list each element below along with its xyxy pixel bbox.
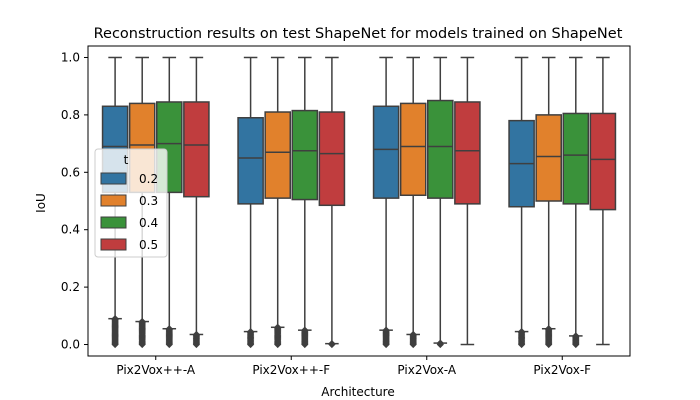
axes-frame bbox=[87, 45, 631, 357]
box-Pix2Vox-F-t0.3 bbox=[535, 56, 563, 349]
legend-label: 0.4 bbox=[139, 216, 158, 230]
outlier-point bbox=[436, 339, 444, 347]
legend-label: 0.5 bbox=[139, 238, 158, 252]
box-Pix2Vox++-F-t0.4 bbox=[291, 56, 319, 349]
outlier-point bbox=[274, 323, 282, 331]
outlier-point bbox=[328, 340, 336, 348]
outlier-point bbox=[545, 325, 553, 333]
x-tick-label: Pix2Vox-A bbox=[397, 363, 456, 377]
box-iqr bbox=[291, 109, 319, 201]
outlier-point bbox=[165, 325, 173, 333]
legend-swatch bbox=[100, 194, 127, 207]
y-tick-label: 0.0 bbox=[61, 338, 80, 352]
legend-swatch bbox=[100, 216, 127, 229]
box-Pix2Vox-A-t0.4 bbox=[427, 56, 454, 349]
box-iqr bbox=[399, 102, 427, 197]
y-tick-label: 0.8 bbox=[61, 108, 80, 122]
outlier-point bbox=[192, 330, 201, 339]
outlier-point bbox=[138, 317, 146, 326]
chart-title: Reconstruction results on test ShapeNet … bbox=[94, 26, 623, 42]
legend-swatch bbox=[100, 238, 127, 251]
box-iqr bbox=[562, 112, 590, 205]
y-axis-label: IoU bbox=[34, 193, 48, 213]
x-axis-label: Architecture bbox=[321, 385, 394, 399]
x-tick-label: Pix2Vox++-F bbox=[252, 363, 330, 377]
box-Pix2Vox-A-t0.5 bbox=[454, 56, 481, 346]
legend-label: 0.2 bbox=[139, 172, 158, 186]
box-iqr bbox=[264, 111, 291, 199]
x-tick-label: Pix2Vox-F bbox=[533, 363, 591, 377]
box-iqr bbox=[535, 114, 563, 202]
box-iqr bbox=[454, 101, 481, 205]
axes: 0.0 0.2 0.4 0.6 0.8 1.0 Pix2Vox++-A Pix2Vox++-F… bbox=[61, 45, 631, 377]
outlier-point bbox=[409, 330, 417, 339]
box-Pix2Vox-F-t0.4 bbox=[562, 56, 590, 349]
plot-area bbox=[101, 56, 617, 349]
box-Pix2Vox++-F-t0.2 bbox=[237, 56, 264, 349]
legend: t 0.2 0.3 0.4 0.5 bbox=[94, 148, 168, 258]
box-Pix2Vox++-F-t0.3 bbox=[264, 56, 291, 349]
box-Pix2Vox++-F-t0.5 bbox=[318, 56, 346, 349]
box-iqr bbox=[237, 117, 264, 205]
y-tick-label: 0.2 bbox=[61, 280, 80, 294]
x-tick-label: Pix2Vox++-A bbox=[116, 363, 196, 377]
legend-title: t bbox=[124, 153, 129, 167]
box-iqr bbox=[372, 105, 400, 199]
outlier-point bbox=[246, 327, 255, 336]
legend-swatch bbox=[100, 172, 127, 185]
y-tick-label: 1.0 bbox=[61, 50, 80, 64]
box-iqr bbox=[318, 111, 346, 207]
outlier-point bbox=[382, 326, 390, 334]
outlier-point bbox=[517, 327, 526, 336]
box-Pix2Vox++-A-t0.5 bbox=[183, 56, 210, 349]
outlier-point bbox=[301, 326, 309, 334]
box-Pix2Vox-A-t0.3 bbox=[399, 56, 427, 349]
box-Pix2Vox++-A-t0.4 bbox=[156, 56, 183, 349]
y-tick-label: 0.4 bbox=[61, 223, 80, 237]
y-tick-label: 0.6 bbox=[61, 165, 80, 179]
box-Pix2Vox-A-t0.2 bbox=[372, 56, 400, 349]
box-iqr bbox=[183, 101, 210, 198]
outlier-point bbox=[111, 315, 119, 323]
box-Pix2Vox-F-t0.2 bbox=[508, 56, 535, 349]
box-Pix2Vox-F-t0.5 bbox=[589, 56, 617, 346]
outlier-point bbox=[572, 332, 580, 340]
box-iqr bbox=[427, 99, 454, 199]
box-iqr bbox=[589, 112, 617, 211]
legend-label: 0.3 bbox=[139, 194, 158, 208]
